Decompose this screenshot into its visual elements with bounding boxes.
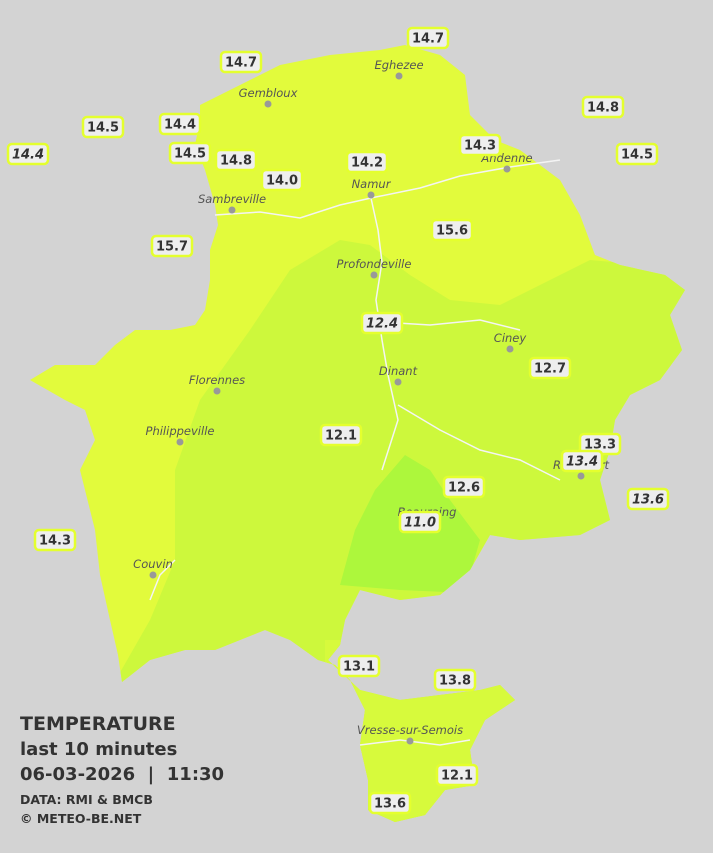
station-box — [6, 142, 50, 166]
station-value: 14.8 — [587, 101, 619, 116]
station-value: 14.2 — [351, 156, 383, 171]
station-box — [528, 356, 572, 380]
station-box — [214, 148, 258, 172]
city-dot — [228, 206, 236, 214]
station-box — [581, 95, 625, 119]
cities: EghezeeGemblouxAndenneNamurSambrevillePr… — [133, 58, 610, 745]
station-box — [458, 133, 502, 157]
city-dot — [176, 438, 184, 446]
city-label: Profondeville — [337, 257, 412, 271]
station-value: 13.6 — [632, 493, 664, 508]
station-box — [360, 311, 404, 335]
city-label: Vresse-sur-Semois — [357, 723, 463, 737]
stations: 14.7 14.7 14.5 14.4 14.8 14.4 14.5 14.8 14.0 14.2… — [6, 26, 670, 815]
city-label: Florennes — [189, 373, 245, 387]
station-value: 12.7 — [534, 362, 566, 377]
legend-credit: © METEO-BE.NET — [20, 811, 142, 826]
city-label: Ciney — [494, 331, 527, 345]
legend-source: DATA: RMI & BMCB — [20, 792, 153, 807]
station-value: 13.1 — [343, 660, 375, 675]
station-value: 14.7 — [412, 32, 444, 47]
station-box — [626, 487, 670, 511]
station-box — [219, 50, 263, 74]
station-box — [560, 449, 604, 473]
city-label: Sambreville — [198, 192, 266, 206]
city-label: Philippeville — [146, 424, 215, 438]
city-dot — [264, 100, 272, 108]
station-box — [345, 150, 389, 174]
station-box — [158, 112, 202, 136]
station-value: 14.3 — [39, 534, 71, 549]
station-box — [430, 218, 474, 242]
city-dot — [406, 737, 414, 745]
city-label: Gembloux — [239, 86, 298, 100]
station-value: 12.1 — [441, 769, 473, 784]
city-label: Dinant — [379, 364, 418, 378]
station-value: 14.8 — [220, 154, 252, 169]
station-box — [368, 791, 412, 815]
station-value: 11.0 — [404, 516, 436, 531]
city-dot — [213, 387, 221, 395]
city-dot — [367, 191, 375, 199]
station-box — [398, 510, 442, 534]
station-box — [615, 142, 659, 166]
city-dot — [577, 472, 585, 480]
city-dot — [506, 345, 514, 353]
legend-subtitle: last 10 minutes — [20, 739, 177, 760]
station-value: 13.4 — [566, 455, 598, 470]
city-dot — [370, 271, 378, 279]
station-box — [319, 423, 363, 447]
legend-title: TEMPERATURE — [20, 713, 176, 735]
legend: TEMPERATURE last 10 minutes 06-03-2026 |… — [20, 713, 224, 826]
city-dot — [149, 571, 157, 579]
city-dot — [503, 165, 511, 173]
station-box — [433, 668, 477, 692]
city-label: Couvin — [133, 557, 173, 571]
city-dot — [394, 378, 402, 386]
station-value: 13.6 — [374, 797, 406, 812]
station-box — [260, 168, 304, 192]
station-value: 14.0 — [266, 174, 298, 189]
river — [149, 559, 176, 601]
station-value: 14.5 — [621, 148, 653, 163]
station-box — [406, 26, 450, 50]
station-box — [150, 234, 194, 258]
river — [397, 404, 561, 481]
station-value: 14.5 — [174, 147, 206, 162]
station-value: 15.7 — [156, 240, 188, 255]
station-box — [442, 475, 486, 499]
legend-timestamp: 06-03-2026 | 11:30 — [20, 764, 224, 785]
station-box — [81, 115, 125, 139]
station-box — [33, 528, 77, 552]
station-box — [435, 763, 479, 787]
station-value: 12.1 — [325, 429, 357, 444]
river — [379, 319, 521, 331]
station-value: 14.4 — [164, 118, 196, 133]
station-value: 12.6 — [448, 481, 480, 496]
station-value: 13.3 — [584, 438, 616, 453]
city-label: Eghezee — [374, 58, 423, 72]
station-value: 15.6 — [436, 224, 468, 239]
station-box — [337, 654, 381, 678]
station-value: 14.4 — [12, 148, 44, 163]
river — [359, 739, 471, 746]
station-value: 14.7 — [225, 56, 257, 71]
station-value: 12.4 — [366, 317, 398, 332]
city-label: Namur — [352, 177, 392, 191]
station-value: 13.8 — [439, 674, 471, 689]
station-box — [168, 141, 212, 165]
city-dot — [395, 72, 403, 80]
station-value: 14.5 — [87, 121, 119, 136]
station-value: 14.3 — [464, 139, 496, 154]
